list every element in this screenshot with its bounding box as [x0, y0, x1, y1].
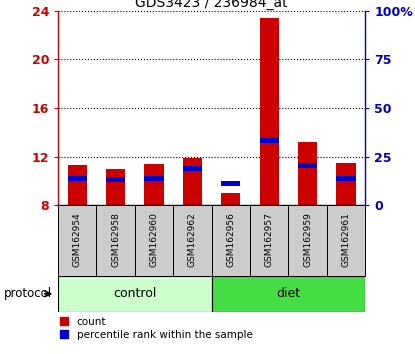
- Bar: [250, 205, 288, 276]
- Bar: [288, 205, 327, 276]
- Bar: [106, 177, 125, 182]
- Bar: [221, 193, 240, 205]
- Text: control: control: [113, 287, 156, 300]
- Bar: [212, 205, 250, 276]
- Text: protocol: protocol: [4, 287, 52, 300]
- Bar: [144, 176, 164, 181]
- Bar: [58, 276, 212, 312]
- Bar: [183, 158, 202, 205]
- Bar: [68, 165, 87, 205]
- Title: GDS3423 / 236984_at: GDS3423 / 236984_at: [135, 0, 288, 10]
- Bar: [298, 163, 317, 167]
- Bar: [337, 163, 356, 205]
- Bar: [135, 205, 173, 276]
- Text: GSM162962: GSM162962: [188, 212, 197, 267]
- Text: GSM162954: GSM162954: [73, 212, 82, 267]
- Bar: [106, 169, 125, 205]
- Bar: [260, 138, 279, 143]
- Text: GSM162957: GSM162957: [265, 212, 274, 267]
- Bar: [337, 176, 356, 181]
- Text: GSM162959: GSM162959: [303, 212, 312, 267]
- Bar: [144, 164, 164, 205]
- Text: GSM162960: GSM162960: [149, 212, 159, 267]
- Bar: [183, 166, 202, 171]
- Text: GSM162961: GSM162961: [342, 212, 351, 267]
- Bar: [58, 205, 96, 276]
- Bar: [221, 181, 240, 186]
- Text: GSM162956: GSM162956: [226, 212, 235, 267]
- Bar: [68, 176, 87, 181]
- Bar: [298, 142, 317, 205]
- Bar: [96, 205, 135, 276]
- Bar: [260, 18, 279, 205]
- Bar: [327, 205, 365, 276]
- Bar: [212, 276, 365, 312]
- Legend: count, percentile rank within the sample: count, percentile rank within the sample: [60, 317, 253, 340]
- Text: GSM162958: GSM162958: [111, 212, 120, 267]
- Text: diet: diet: [276, 287, 300, 300]
- Bar: [173, 205, 212, 276]
